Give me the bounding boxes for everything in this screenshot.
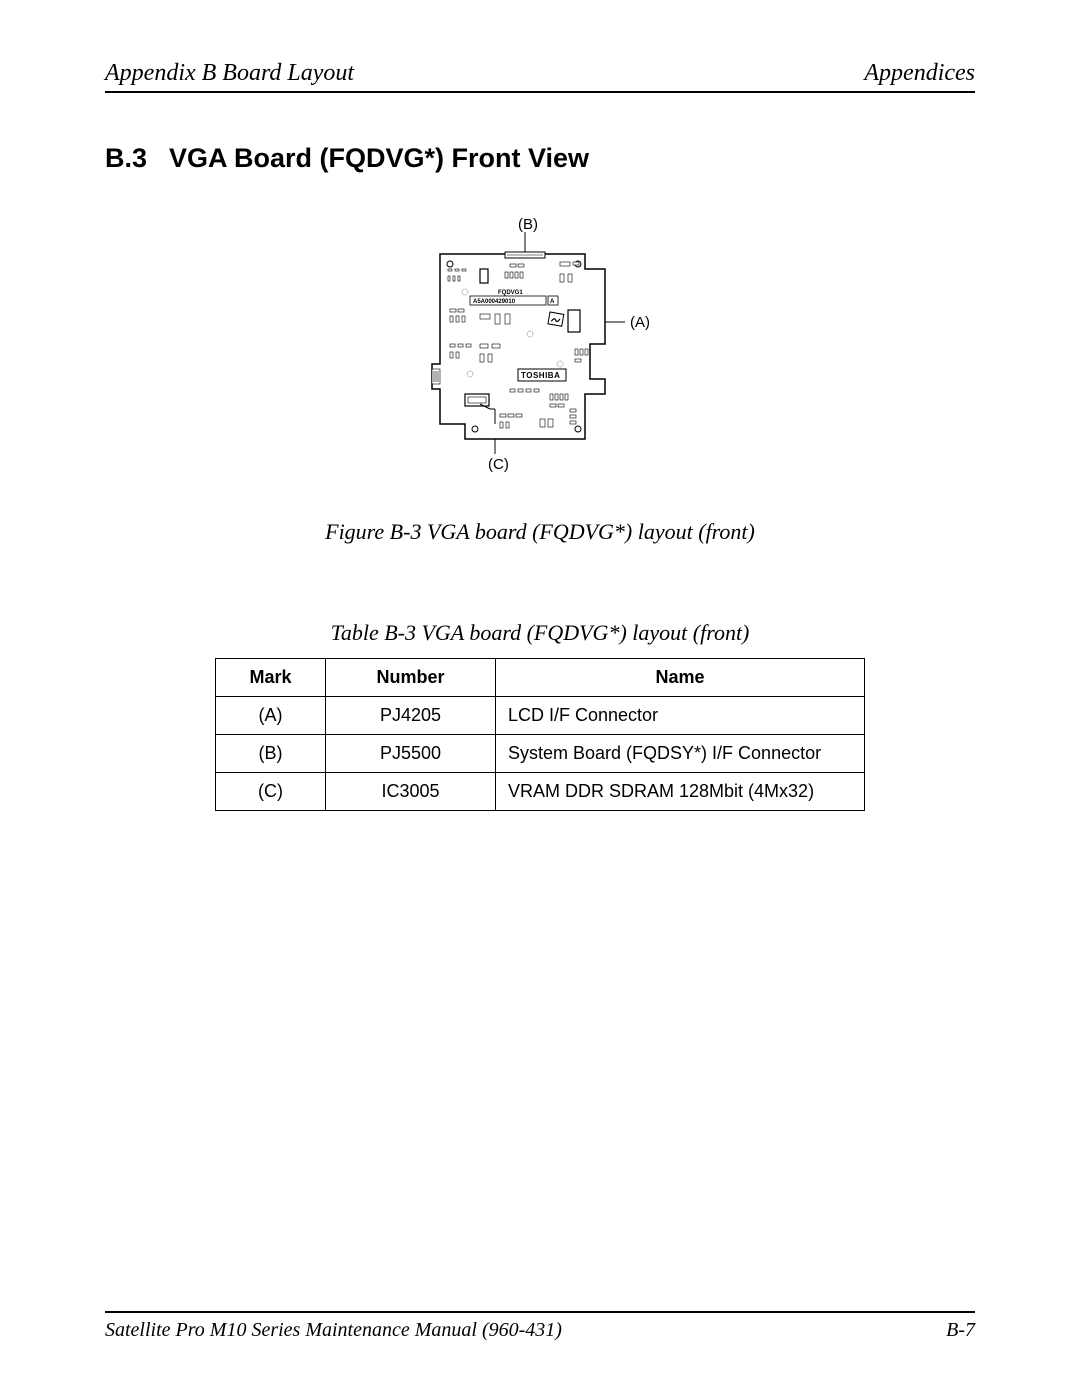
- cell-name: LCD I/F Connector: [496, 697, 865, 735]
- cell-name: System Board (FQDSY*) I/F Connector: [496, 735, 865, 773]
- callout-c-label: (C): [488, 456, 509, 473]
- col-number: Number: [326, 659, 496, 697]
- cell-number: PJ5500: [326, 735, 496, 773]
- connector-pj4205: [568, 310, 580, 332]
- cell-number: PJ4205: [326, 697, 496, 735]
- cell-mark: (C): [216, 773, 326, 811]
- col-name: Name: [496, 659, 865, 697]
- callout-a-label: (A): [630, 314, 650, 331]
- section-number: B.3: [105, 143, 147, 173]
- header-left: Appendix B Board Layout: [105, 60, 354, 87]
- figure-board-layout: (B) (A) (C) FQDVG1 A5: [105, 214, 975, 474]
- cell-mark: (B): [216, 735, 326, 773]
- cell-number: IC3005: [326, 773, 496, 811]
- footer-left: Satellite Pro M10 Series Maintenance Man…: [105, 1319, 562, 1342]
- cell-name: VRAM DDR SDRAM 128Mbit (4Mx32): [496, 773, 865, 811]
- footer-right: B-7: [946, 1319, 975, 1342]
- board-table: Mark Number Name (A) PJ4205 LCD I/F Conn…: [215, 658, 865, 811]
- section-heading: B.3 VGA Board (FQDVG*) Front View: [105, 143, 975, 174]
- table-caption: Table B-3 VGA board (FQDVG*) layout (fro…: [105, 620, 975, 646]
- table-row: (A) PJ4205 LCD I/F Connector: [216, 697, 865, 735]
- figure-caption: Figure B-3 VGA board (FQDVG*) layout (fr…: [105, 519, 975, 545]
- page-header: Appendix B Board Layout Appendices: [105, 60, 975, 93]
- table-row: (B) PJ5500 System Board (FQDSY*) I/F Con…: [216, 735, 865, 773]
- board-rev-label: A: [550, 299, 555, 305]
- section-title-text: VGA Board (FQDVG*) Front View: [169, 143, 589, 173]
- board-partno-label: A5A000429010: [473, 299, 516, 305]
- board-model-label: FQDVG1: [498, 290, 523, 296]
- table-header-row: Mark Number Name: [216, 659, 865, 697]
- cell-mark: (A): [216, 697, 326, 735]
- board-diagram-svg: (B) (A) (C) FQDVG1 A5: [410, 214, 670, 474]
- page-footer: Satellite Pro M10 Series Maintenance Man…: [105, 1311, 975, 1342]
- callout-b-label: (B): [518, 216, 538, 233]
- header-right: Appendices: [864, 60, 975, 87]
- col-mark: Mark: [216, 659, 326, 697]
- table-row: (C) IC3005 VRAM DDR SDRAM 128Mbit (4Mx32…: [216, 773, 865, 811]
- page: Appendix B Board Layout Appendices B.3 VG…: [0, 0, 1080, 1397]
- board-brand-label: TOSHIBA: [521, 371, 560, 380]
